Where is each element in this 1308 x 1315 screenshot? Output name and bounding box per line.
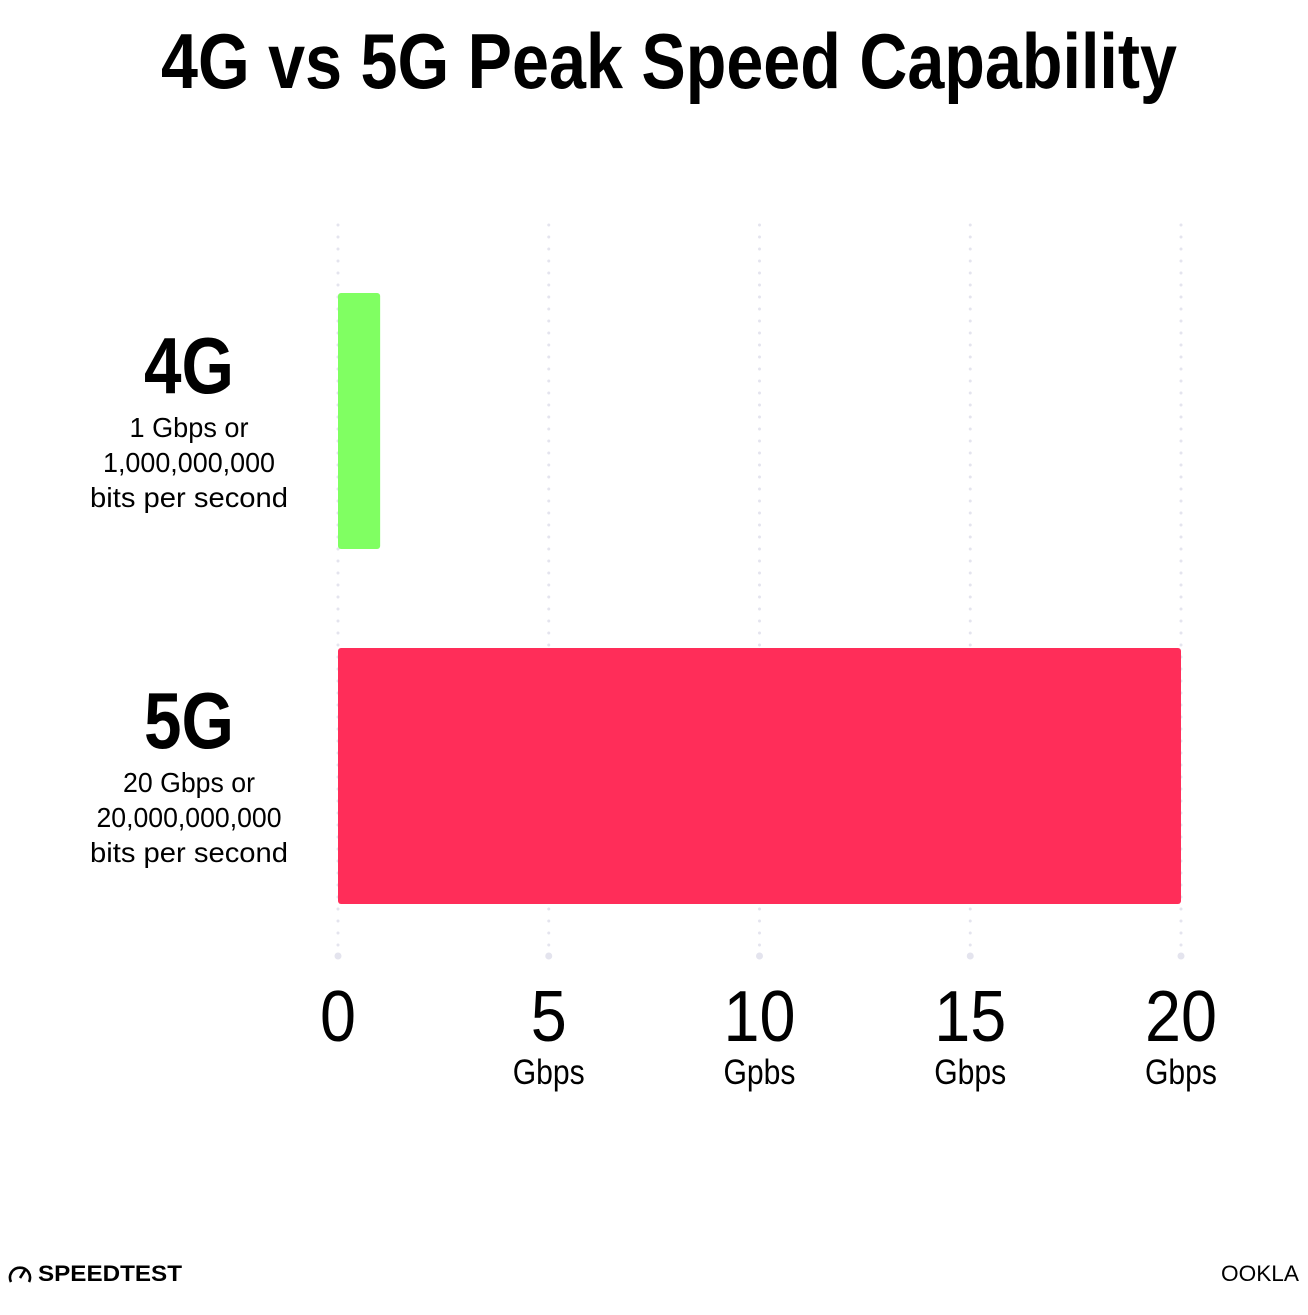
category-name: 5G — [144, 676, 234, 765]
category-description: bits per second — [90, 482, 288, 513]
bar-4g — [338, 293, 381, 549]
speedtest-logo: SPEEDTEST — [8, 1261, 183, 1286]
tick-label: 10 — [724, 977, 796, 1057]
tick-unit: Gbps — [513, 1053, 585, 1092]
tick-label: 15 — [934, 977, 1006, 1057]
chart-title: 4G vs 5G Peak Speed Capability — [161, 17, 1177, 105]
bar-5g — [338, 648, 1181, 904]
svg-text:OOKLA: OOKLA — [1221, 1261, 1299, 1286]
tick-unit: Gbps — [934, 1053, 1006, 1092]
ookla-logo: OOKLA — [1221, 1261, 1299, 1286]
tick-unit: Gpbs — [724, 1053, 796, 1092]
speedometer-icon — [8, 1266, 32, 1283]
gridline-end-dot — [1177, 952, 1185, 960]
bars — [338, 293, 1181, 904]
gridline-end-dot — [545, 952, 553, 960]
tick-label: 20 — [1145, 977, 1217, 1057]
tick-label: 5 — [531, 977, 567, 1057]
category-description: 1 Gbps or — [130, 412, 249, 443]
gridline-end-dot — [756, 952, 763, 960]
gridline-end-dot — [334, 952, 342, 960]
tick-label: 0 — [320, 977, 356, 1057]
category-description: 1,000,000,000 — [103, 447, 275, 478]
gridline-end-dot — [966, 952, 974, 960]
category-description: 20,000,000,000 — [97, 802, 282, 833]
svg-text:SPEEDTEST: SPEEDTEST — [38, 1261, 183, 1286]
category-name: 4G — [144, 321, 234, 410]
category-description: 20 Gbps or — [123, 767, 255, 798]
category-labels: 4G1 Gbps or 1,000,000,000 bits per second 5… — [90, 321, 288, 868]
category-description: bits per second — [90, 837, 288, 868]
tick-unit: Gbps — [1145, 1053, 1217, 1092]
